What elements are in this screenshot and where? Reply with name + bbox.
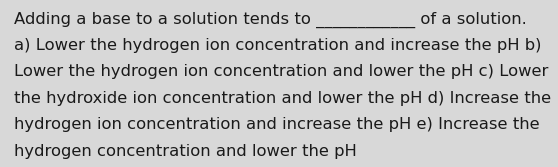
Text: hydrogen concentration and lower the pH: hydrogen concentration and lower the pH bbox=[14, 144, 357, 159]
Text: the hydroxide ion concentration and lower the pH d) Increase the: the hydroxide ion concentration and lowe… bbox=[14, 91, 551, 106]
Text: hydrogen ion concentration and increase the pH e) Increase the: hydrogen ion concentration and increase … bbox=[14, 117, 540, 132]
Text: Lower the hydrogen ion concentration and lower the pH c) Lower: Lower the hydrogen ion concentration and… bbox=[14, 64, 549, 79]
Text: Adding a base to a solution tends to ____________ of a solution.: Adding a base to a solution tends to ___… bbox=[14, 12, 527, 28]
Text: a) Lower the hydrogen ion concentration and increase the pH b): a) Lower the hydrogen ion concentration … bbox=[14, 38, 541, 53]
